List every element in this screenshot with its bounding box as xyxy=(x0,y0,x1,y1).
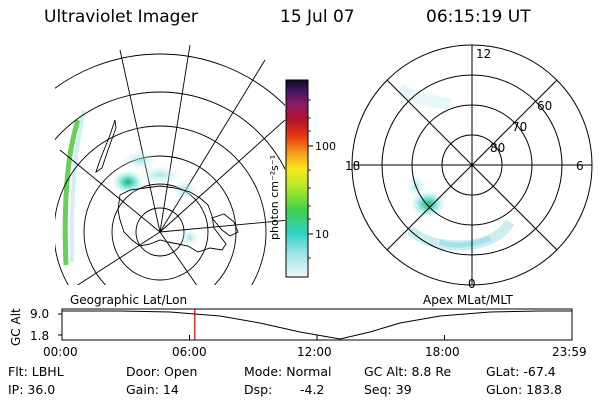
mlt-label-0: 0 xyxy=(468,277,476,291)
image-time: 06:15:19 UT xyxy=(426,7,531,27)
info-ip: IP: 36.0 xyxy=(8,382,56,397)
mlt-label-6: 6 xyxy=(576,159,584,173)
info-filter: Flt: LBHL xyxy=(8,364,64,379)
mlt-label-12: 12 xyxy=(476,47,491,61)
aurora-emission-left xyxy=(112,150,200,247)
time-tick-0600: 06:00 xyxy=(172,345,207,359)
mlt-label-18: 18 xyxy=(345,159,360,173)
time-tick-0000: 00:00 xyxy=(43,345,78,359)
time-tick-1800: 18:00 xyxy=(425,345,460,359)
info-mode: Mode: Normal xyxy=(244,364,332,379)
info-glat: GLat: -67.4 xyxy=(486,364,556,379)
info-gain: Gain: 14 xyxy=(126,382,179,397)
colorbar-gradient xyxy=(285,79,309,278)
altitude-axis-label: GC Alt xyxy=(9,308,23,346)
info-dsp-label: Dsp: xyxy=(244,382,273,397)
colorbar: 100 10 photon cm⁻²s⁻¹ xyxy=(268,79,336,278)
colorbar-tick-100: 100 xyxy=(315,140,336,153)
mlt-spokes xyxy=(352,45,592,285)
mlat-label-80: 80 xyxy=(490,141,505,155)
aurora-emission-right xyxy=(397,84,515,251)
left-panel-label: Geographic Lat/Lon xyxy=(70,293,187,307)
info-gc-alt: GC Alt: 8.8 Re xyxy=(364,364,452,379)
altitude-curve xyxy=(62,310,572,340)
polar-map: 12 18 6 0 60 70 80 xyxy=(345,44,593,291)
geographic-map xyxy=(55,45,285,285)
info-dsp-value: -4.2 xyxy=(300,382,325,397)
image-date: 15 Jul 07 xyxy=(280,7,355,27)
app-title: Ultraviolet Imager xyxy=(44,7,198,27)
mlat-label-70: 70 xyxy=(512,120,527,134)
meridians xyxy=(59,45,285,285)
altitude-x-ticks xyxy=(61,335,573,340)
colorbar-tick-10: 10 xyxy=(315,228,329,241)
coastlines xyxy=(95,119,239,253)
mlat-label-60: 60 xyxy=(537,99,552,113)
altitude-y-tick-high: 9.0 xyxy=(30,307,49,321)
info-door: Door: Open xyxy=(126,364,198,379)
info-glon: GLon: 183.8 xyxy=(486,382,562,397)
time-tick-1200: 12:00 xyxy=(297,345,332,359)
altitude-y-tick-low: 1.8 xyxy=(30,329,49,343)
right-panel-label: Apex MLat/MLT xyxy=(423,293,513,307)
latitude-circles xyxy=(55,53,285,285)
altitude-plot: 9.0 1.8 GC Alt 00:00 06:00 12:00 18:00 2… xyxy=(9,307,587,359)
info-seq: Seq: 39 xyxy=(364,382,412,397)
colorbar-unit: photon cm⁻²s⁻¹ xyxy=(268,155,281,240)
time-tick-2359: 23:59 xyxy=(552,345,587,359)
